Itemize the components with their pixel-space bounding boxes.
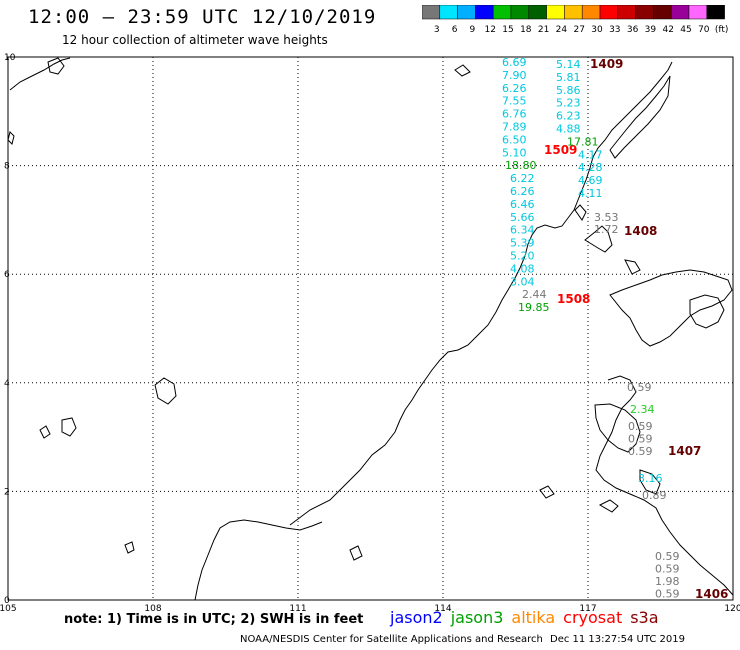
swh-reading: 6.34 <box>510 224 535 237</box>
swh-reading: 6.26 <box>502 82 527 95</box>
legend-label: 30 <box>591 25 603 35</box>
swh-reading: 6.46 <box>510 198 535 211</box>
axis-ticks: 105 108 111 114 117 120 0 2 4 6 8 10 <box>0 53 740 614</box>
swh-reading: 19.85 <box>518 301 550 314</box>
swh-reading: 5.10 <box>502 146 527 159</box>
swh-reading: 0.59 <box>628 445 653 458</box>
swh-reading: 5.39 <box>510 237 535 250</box>
legend-label: 21 <box>538 25 549 35</box>
swh-reading: 6.69 <box>502 56 527 69</box>
time-label-1508: 1508 <box>557 292 590 306</box>
swh-reading: 6.26 <box>510 185 535 198</box>
swh-reading: 18.80 <box>505 159 537 172</box>
legend-label: 27 <box>573 25 584 35</box>
x-tick-label: 108 <box>144 604 161 614</box>
swh-reading: 6.76 <box>502 108 527 121</box>
legend-label: 18 <box>520 25 532 35</box>
x-tick-label: 111 <box>289 604 306 614</box>
satellite-altika: altika <box>511 608 556 627</box>
swh-reading: 5.81 <box>556 71 581 84</box>
x-tick-label: 105 <box>0 604 17 614</box>
swh-readings: 6.697.906.267.556.767.896.505.1018.806.2… <box>502 56 680 601</box>
swh-reading: 7.89 <box>502 121 527 134</box>
legend-label: 42 <box>662 25 673 35</box>
coastline <box>7 57 734 601</box>
satellite-jason2: jason2 <box>390 608 443 627</box>
swh-reading: 1.72 <box>594 223 619 236</box>
plot-frame <box>7 56 734 601</box>
swh-reading: 4.11 <box>578 187 603 200</box>
legend-label: 39 <box>645 25 657 35</box>
swh-reading: 7.90 <box>502 69 527 82</box>
swh-reading: 2.44 <box>522 288 547 301</box>
swh-reading: 0.89 <box>642 489 667 502</box>
swh-reading: 4.17 <box>578 148 603 161</box>
legend-swatch <box>706 5 725 20</box>
swh-reading: 5.66 <box>510 211 535 224</box>
legend-label: 12 <box>484 25 495 35</box>
y-tick-label: 6 <box>4 270 10 280</box>
x-tick-label: 120 <box>724 604 740 614</box>
swh-reading: 0.59 <box>655 563 680 576</box>
satellite-legend: jason2 jason3 altika cryosat s3a <box>390 608 667 627</box>
note-text: note: 1) Time is in UTC; 2) SWH is in fe… <box>64 612 364 627</box>
time-label-1406: 1406 <box>695 587 728 601</box>
legend-label: 36 <box>627 25 639 35</box>
swh-reading: 0.59 <box>627 381 652 394</box>
swh-reading: 6.22 <box>510 172 535 185</box>
satellite-jason3: jason3 <box>450 608 504 627</box>
x-tick-label: 114 <box>434 604 451 614</box>
legend-label: 15 <box>502 25 513 35</box>
y-tick-label: 10 <box>4 53 16 63</box>
swh-reading: 5.20 <box>510 250 535 263</box>
x-tick-label: 117 <box>579 604 596 614</box>
swh-reading: 0.59 <box>628 420 653 433</box>
swh-reading: 1.98 <box>655 575 680 588</box>
legend-label: (ft) <box>715 25 729 35</box>
satellite-cryosat: cryosat <box>563 608 623 627</box>
swh-reading: 0.59 <box>655 588 680 601</box>
color-legend: 3 6 9 12 15 18 21 24 27 30 33 36 39 42 45 70 (ft) <box>422 5 729 35</box>
chart-title: 12:00 – 23:59 UTC 12/10/2019 <box>28 6 377 28</box>
legend-label: 70 <box>698 25 710 35</box>
swh-reading: 0.59 <box>655 550 680 563</box>
swh-reading: 17.81 <box>567 135 599 148</box>
swh-reading: 6.23 <box>556 110 581 123</box>
legend-label: 45 <box>680 25 691 35</box>
swh-reading: 3.04 <box>510 275 535 288</box>
swh-reading: 5.23 <box>556 97 581 110</box>
y-tick-label: 4 <box>4 379 10 389</box>
credit-text: NOAA/NESDIS Center for Satellite Applica… <box>240 634 543 645</box>
swh-reading: 4.08 <box>510 262 535 275</box>
grid-lines <box>8 57 733 600</box>
swh-reading: 4.69 <box>578 174 603 187</box>
y-tick-label: 0 <box>4 596 10 606</box>
swh-reading: 7.55 <box>502 95 527 108</box>
y-tick-label: 2 <box>4 487 10 497</box>
time-label-1407: 1407 <box>668 444 701 458</box>
swh-reading: 4.88 <box>556 123 581 136</box>
timestamp-text: Dec 11 13:27:54 UTC 2019 <box>550 634 685 645</box>
swh-reading: 3.16 <box>638 472 663 485</box>
legend-label: 24 <box>556 25 568 35</box>
swh-reading: 6.50 <box>502 133 527 146</box>
legend-label: 3 <box>434 25 440 35</box>
swh-reading: 5.86 <box>556 84 581 97</box>
swh-reading: 4.28 <box>578 161 603 174</box>
satellite-s3a: s3a <box>630 608 659 627</box>
swh-reading: 5.14 <box>556 58 581 71</box>
time-label-1509: 1509 <box>544 143 577 157</box>
time-label-1409: 1409 <box>590 57 623 71</box>
swh-reading: 3.53 <box>594 211 619 224</box>
chart-subtitle: 12 hour collection of altimeter wave hei… <box>62 33 328 47</box>
swh-reading: 2.34 <box>630 403 655 416</box>
legend-label: 9 <box>470 25 476 35</box>
legend-label: 6 <box>452 25 458 35</box>
y-tick-label: 8 <box>4 162 10 172</box>
time-label-1408: 1408 <box>624 224 657 238</box>
legend-label: 33 <box>609 25 620 35</box>
swh-reading: 0.59 <box>628 433 653 446</box>
